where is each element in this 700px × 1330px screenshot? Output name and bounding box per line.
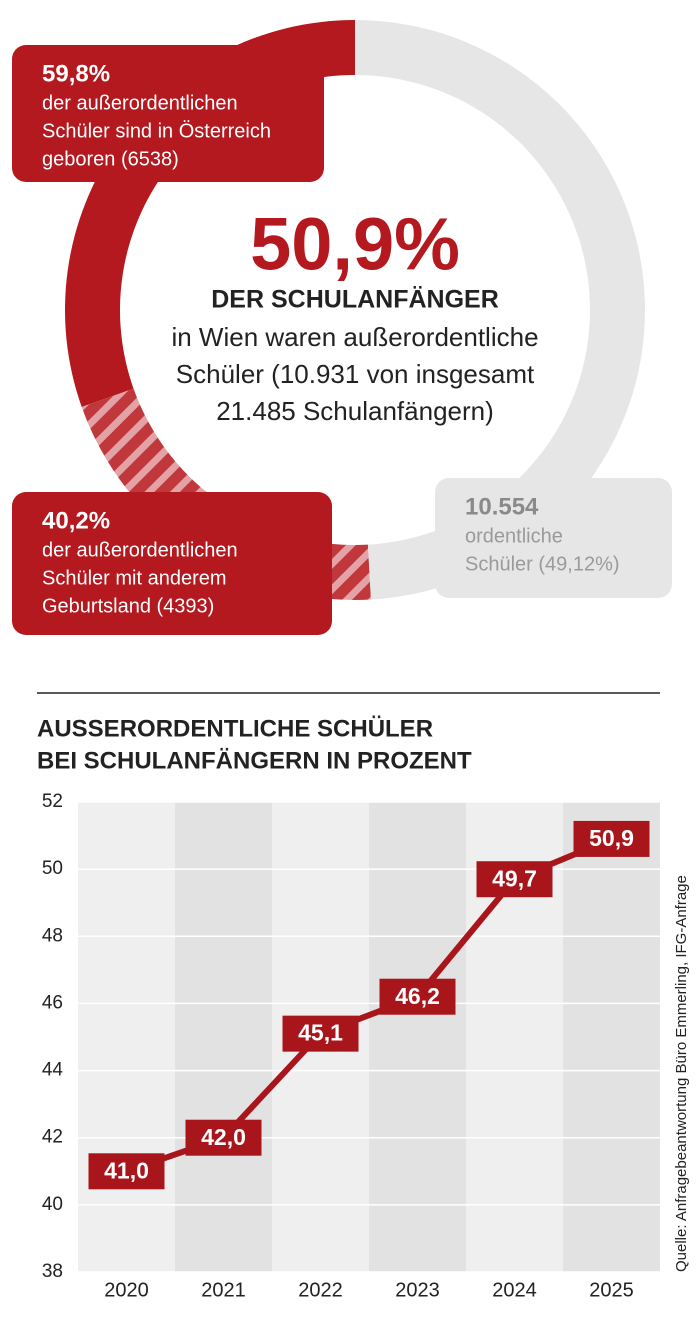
value-label-box [379,978,456,1015]
callout-title: 40,2% [42,507,110,534]
value-label: 46,2 [395,983,440,1009]
y-tick-label: 48 [42,925,63,946]
chart-title: AUSSERORDENTLICHE SCHÜLER [37,715,433,742]
callout-title: 59,8% [42,60,110,87]
callout-text: Schüler sind in Österreich [42,120,271,142]
x-tick-label: 2023 [395,1279,440,1301]
chart-title: BEI SCHULANFÄNGERN IN PROZENT [37,747,472,774]
value-label-box [88,1153,165,1190]
y-tick-label: 50 [42,858,63,879]
callout-box [12,492,332,635]
callout-title: 10.554 [465,493,539,520]
callout-box [12,45,324,182]
callout-text: der außerordentlichen [42,539,238,561]
x-tick-label: 2024 [492,1279,537,1301]
x-tick-label: 2021 [201,1279,246,1301]
value-label-box [282,1015,359,1052]
center-description: in Wien waren außerordentliche [171,322,538,352]
source: Quelle: Anfragebeantwortung Büro Emmerli… [673,875,690,1272]
callout-text: geboren (6538) [42,148,179,170]
x-tick-label: 2020 [104,1279,149,1301]
callout-box [435,478,672,598]
column-band [563,802,660,1272]
value-label: 41,0 [104,1157,149,1183]
callout-text: Schüler (49,12%) [465,553,620,575]
y-tick-label: 46 [42,992,63,1013]
value-label-box [476,861,553,898]
center-heading: DER SCHULANFÄNGER [211,286,499,314]
y-tick-label: 44 [42,1060,64,1081]
value-label-box [573,820,650,857]
y-tick-label: 40 [42,1194,63,1215]
column-band [175,802,272,1272]
value-label-box [185,1119,262,1156]
y-tick-label: 42 [42,1127,63,1148]
center-description: 21.485 Schulanfängern) [216,396,494,426]
y-tick-label: 38 [42,1261,63,1282]
value-label: 49,7 [492,865,537,891]
x-tick-label: 2025 [589,1279,634,1301]
callout-text: Geburtsland (4393) [42,595,214,617]
value-label: 42,0 [201,1124,246,1150]
value-label: 45,1 [298,1020,343,1046]
donut-segment [355,20,646,600]
value-label: 50,9 [589,825,634,851]
column-band [78,802,175,1272]
x-tick-label: 2022 [298,1279,343,1301]
y-tick-label: 52 [42,791,63,812]
callout-text: Schüler mit anderem [42,567,227,589]
center-description: Schüler (10.931 von insgesamt [176,359,535,389]
callout-text: ordentliche [465,525,563,547]
callout-text: der außerordentlichen [42,92,238,114]
center-value: 50,9% [250,203,460,286]
column-band [369,802,466,1272]
